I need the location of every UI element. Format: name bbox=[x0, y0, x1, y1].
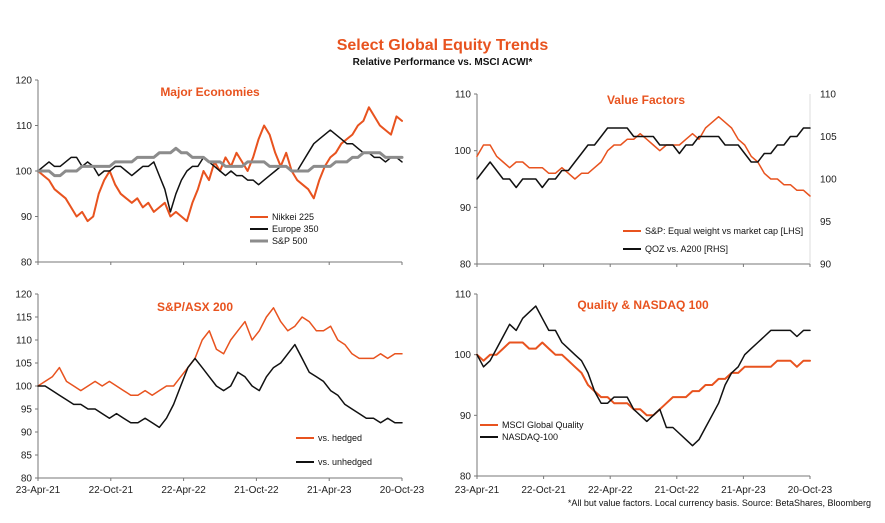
x-tick-label: 20-Oct-23 bbox=[788, 485, 833, 496]
x-tick-label: 22-Apr-22 bbox=[161, 485, 206, 496]
series-line-2 bbox=[476, 127, 811, 189]
y-tick-label: 80 bbox=[460, 472, 472, 483]
y2-tick-label: 95 bbox=[820, 217, 832, 228]
y2-tick-label: 90 bbox=[820, 260, 832, 271]
y-tick-label: 90 bbox=[21, 428, 33, 439]
y-tick-label: 100 bbox=[15, 167, 32, 178]
y-tick-label: 95 bbox=[21, 405, 33, 416]
series-line-1 bbox=[476, 341, 811, 417]
y2-tick-label: 100 bbox=[820, 175, 837, 186]
y2-tick-label: 105 bbox=[820, 132, 837, 143]
panel-title: Quality & NASDAQ 100 bbox=[577, 298, 709, 312]
series-line-1 bbox=[37, 307, 403, 396]
panel-title: S&P/ASX 200 bbox=[157, 300, 233, 314]
legend-label: S&P: Equal weight vs market cap [LHS] bbox=[645, 226, 803, 236]
x-tick-label: 23-Apr-21 bbox=[455, 485, 500, 496]
legend-label: NASDAQ-100 bbox=[502, 432, 558, 442]
y-tick-label: 110 bbox=[16, 336, 32, 347]
x-tick-label: 23-Apr-21 bbox=[16, 485, 61, 496]
y-tick-label: 90 bbox=[21, 212, 33, 223]
y-tick-label: 90 bbox=[460, 203, 472, 214]
chart-panel-3: 80 85 90 95 100 105 110 115 120 23-Apr-21 22-Oct-2… bbox=[15, 290, 424, 497]
chart-panel-4: 80 90 100 110 23-Apr-21 22-Oct-21 22-Apr-22 21-… bbox=[454, 290, 832, 497]
panel-title: Major Economies bbox=[160, 85, 260, 99]
legend-label: QOZ vs. A200 [RHS] bbox=[645, 244, 728, 254]
y-tick-label: 110 bbox=[455, 290, 471, 301]
y-tick-label: 100 bbox=[15, 382, 32, 393]
legend-label: vs. unhedged bbox=[318, 457, 372, 467]
y-tick-label: 120 bbox=[15, 290, 32, 301]
x-tick-label: 21-Oct-22 bbox=[655, 485, 700, 496]
series-line-2 bbox=[476, 305, 811, 447]
y-tick-label: 85 bbox=[21, 451, 33, 462]
x-tick-label: 22-Apr-22 bbox=[588, 485, 633, 496]
y-tick-label: 80 bbox=[21, 474, 33, 485]
footnote: *All but value factors. Local currency b… bbox=[567, 498, 871, 508]
y-tick-label: 100 bbox=[454, 146, 471, 157]
y-tick-label: 115 bbox=[16, 313, 32, 324]
series-line-3 bbox=[36, 146, 404, 178]
y-tick-label: 110 bbox=[16, 121, 32, 132]
legend-label: vs. hedged bbox=[318, 433, 362, 443]
x-tick-label: 21-Apr-23 bbox=[307, 485, 352, 496]
y2-tick-label: 110 bbox=[820, 90, 836, 101]
y-tick-label: 100 bbox=[454, 350, 471, 361]
y-tick-label: 80 bbox=[460, 260, 472, 271]
y-tick-label: 120 bbox=[15, 76, 32, 87]
x-tick-label: 22-Oct-21 bbox=[89, 485, 134, 496]
legend-label: Nikkei 225 bbox=[272, 212, 314, 222]
chart-panel-2: 80 90 100 110 90 95 100 105 110 Value Factors S&P:… bbox=[454, 90, 837, 271]
series-line-1 bbox=[476, 115, 811, 197]
y-tick-label: 110 bbox=[455, 90, 471, 101]
x-tick-label: 20-Oct-23 bbox=[380, 485, 425, 496]
x-tick-label: 21-Apr-23 bbox=[721, 485, 766, 496]
series-line-1 bbox=[37, 106, 403, 223]
legend-label: Europe 350 bbox=[272, 224, 319, 234]
series-line-2 bbox=[37, 129, 403, 213]
legend-label: S&P 500 bbox=[272, 236, 307, 246]
main-title: Select Global Equity Trends bbox=[336, 37, 549, 54]
x-tick-label: 21-Oct-22 bbox=[234, 485, 279, 496]
x-tick-label: 22-Oct-21 bbox=[521, 485, 566, 496]
y-tick-label: 105 bbox=[15, 359, 32, 370]
legend-label: MSCI Global Quality bbox=[502, 420, 584, 430]
chart-panel-1: 80 90 100 110 120 Major Economies Nikkei 225 Eu… bbox=[15, 76, 404, 269]
subtitle: Relative Performance vs. MSCI ACWI* bbox=[352, 57, 533, 68]
panel-title: Value Factors bbox=[607, 93, 685, 107]
y-tick-label: 80 bbox=[21, 258, 33, 269]
y-tick-label: 90 bbox=[460, 411, 472, 422]
series-line-2 bbox=[37, 343, 403, 429]
